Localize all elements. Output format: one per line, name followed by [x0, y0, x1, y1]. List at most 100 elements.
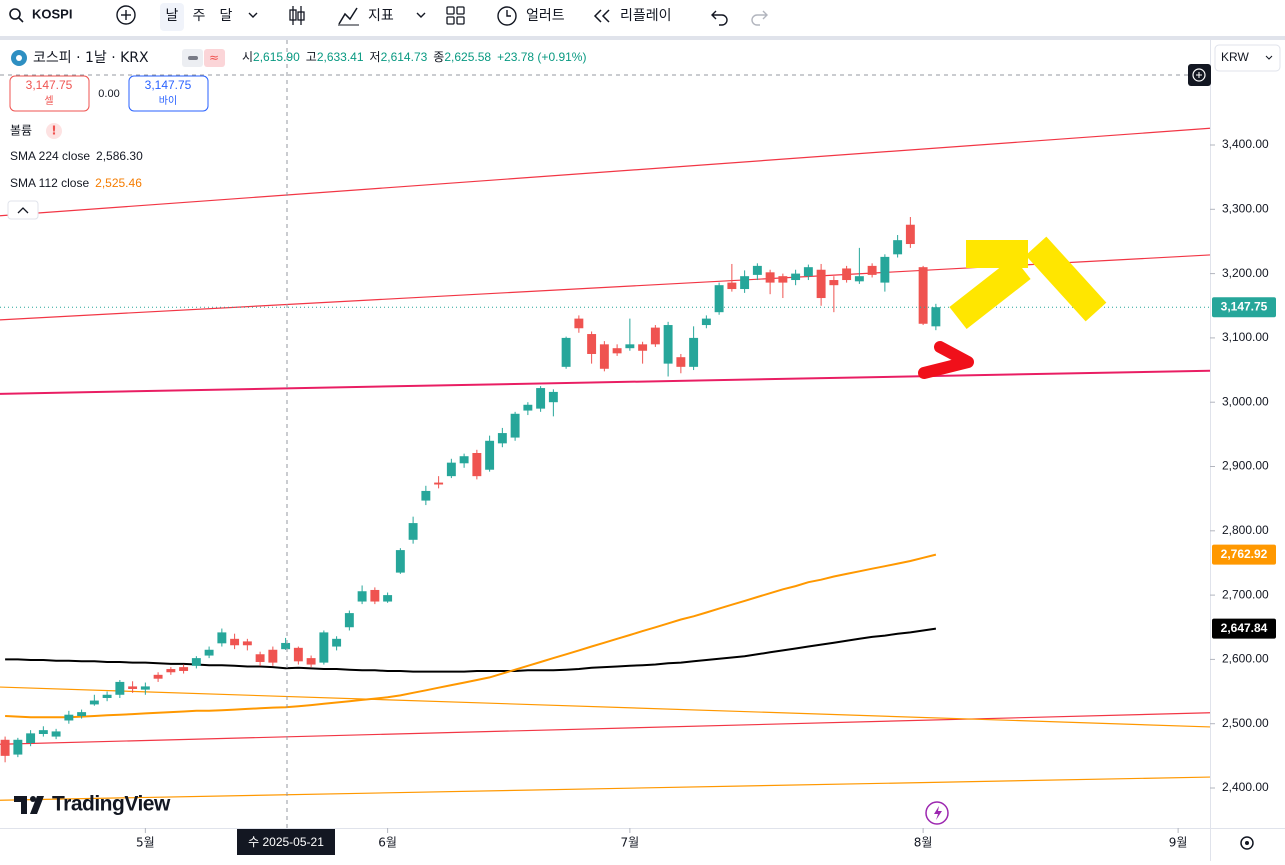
y-tick-label: 3,200.00 [1222, 266, 1269, 280]
candle-body [166, 669, 176, 673]
ohlc-values: 시2,615.90 고2,633.41 저2,614.73 종2,625.58 +23.… [242, 50, 586, 64]
toolbar [0, 0, 1285, 36]
price-label: 2,647.84 [1221, 621, 1268, 635]
ohlc-value: 2,614.73 [381, 50, 428, 64]
price-axis [1210, 40, 1285, 861]
candle-body [204, 649, 214, 656]
currency[interactable]: KRW [1221, 50, 1249, 64]
trend-line [0, 776, 1210, 801]
candle-body [599, 344, 609, 369]
svg-text:!: ! [51, 124, 56, 138]
red-arrow-drawing [918, 341, 974, 379]
candle-body [574, 318, 584, 329]
candle-body [880, 256, 890, 283]
buy-button[interactable] [128, 75, 209, 112]
x-tick-label: 8월 [914, 836, 933, 850]
interval[interactable]: 주 [193, 8, 206, 24]
alert-button[interactable]: 얼러트 [497, 6, 565, 26]
candle-body [293, 647, 303, 662]
candle-body [663, 325, 673, 364]
symbol-legend: 코스피 · 1날 · KRX ≈ 시2,615.90 고2,633.41 저2,61… [11, 49, 586, 67]
candle-body [650, 327, 660, 345]
sma-legend: SMA 112 close 2,525.46 [10, 176, 142, 190]
interval[interactable]: 날 [166, 8, 179, 24]
candle-body [918, 267, 928, 324]
sma-name: SMA 224 close [10, 149, 90, 163]
sell-label[interactable]: 셀 [44, 95, 53, 107]
candle-body [803, 267, 813, 277]
price-label: 2,762.92 [1221, 547, 1268, 561]
crosshair-time-box [237, 829, 335, 855]
ohlc-label: 고 [306, 50, 317, 64]
spread: 0.00 [98, 88, 119, 100]
interval-menu[interactable] [248, 12, 258, 18]
undo-button[interactable] [711, 10, 728, 26]
sma-line [5, 627, 937, 673]
settings-button[interactable] [1240, 836, 1254, 850]
candle-body [13, 739, 23, 755]
candle-body [752, 265, 762, 275]
layout-button[interactable] [446, 6, 465, 25]
candle-body [128, 686, 138, 689]
search-button[interactable]: KOSPI [9, 6, 72, 23]
sell-button[interactable] [9, 75, 90, 112]
compare-button[interactable] [116, 5, 136, 25]
y-tick-label: 2,600.00 [1222, 652, 1269, 666]
trend-line [0, 712, 1210, 745]
sma-legend: SMA 224 close 2,586.30 [10, 149, 143, 163]
time-axis [0, 828, 1210, 861]
candle-body [740, 276, 750, 290]
candle-body [510, 413, 520, 438]
volume-warning[interactable] [46, 123, 62, 139]
candle-body [51, 731, 61, 737]
trend-line [0, 254, 1210, 321]
candle-body [383, 595, 393, 602]
candle-body [893, 240, 903, 255]
candle-body [854, 276, 864, 282]
candle-body [829, 280, 839, 286]
plot-area [0, 127, 1210, 801]
ohlc-value: 2,615.90 [253, 50, 300, 64]
candle-body [561, 337, 571, 367]
candle-body [931, 307, 941, 327]
replay-button[interactable]: 리플레이 [593, 8, 672, 24]
interval[interactable]: 달 [220, 8, 233, 24]
candle-body [625, 344, 635, 349]
legend-title: 코스피 · 1날 · KRX [33, 50, 149, 66]
candle-body [395, 550, 405, 573]
yellow-arrow-drawing [949, 236, 1107, 330]
symbol[interactable]: KOSPI [32, 6, 72, 21]
ohlc-label: 종 [433, 50, 444, 64]
collapse-legend-button[interactable] [7, 200, 39, 220]
indicators-menu[interactable] [416, 12, 426, 18]
candle-body [140, 686, 150, 690]
alert-label[interactable]: 얼러트 [526, 8, 565, 24]
candle-body [191, 658, 201, 666]
replay-label[interactable]: 리플레이 [620, 8, 672, 24]
indicators-button[interactable]: 지표 [338, 7, 394, 26]
candle-body [548, 391, 558, 403]
price-label-box [1212, 544, 1276, 565]
buy-price[interactable]: 3,147.75 [145, 78, 192, 92]
sell-price[interactable]: 3,147.75 [26, 78, 73, 92]
currency-select[interactable] [1214, 44, 1281, 72]
ohlc-value: 2,633.41 [317, 50, 364, 64]
candle-body [344, 613, 354, 628]
trend-line [0, 686, 1210, 728]
toggle-button[interactable] [204, 49, 225, 67]
buy-label[interactable]: 바이 [159, 95, 177, 107]
candle-body [306, 658, 316, 665]
ohlc-label: 시 [242, 50, 253, 64]
chart-type-button[interactable] [289, 6, 305, 25]
x-tick-label: 6월 [378, 836, 397, 850]
ohlc-value: 2,625.58 [444, 50, 491, 64]
candle-body [0, 739, 10, 756]
candle-body [612, 348, 622, 354]
y-tick-label: 3,400.00 [1222, 137, 1269, 151]
candle-body [319, 632, 329, 663]
candle-body [26, 733, 36, 743]
y-tick-label: 2,700.00 [1222, 587, 1269, 601]
indicators-label[interactable]: 지표 [368, 8, 394, 24]
candle-body [485, 440, 495, 470]
